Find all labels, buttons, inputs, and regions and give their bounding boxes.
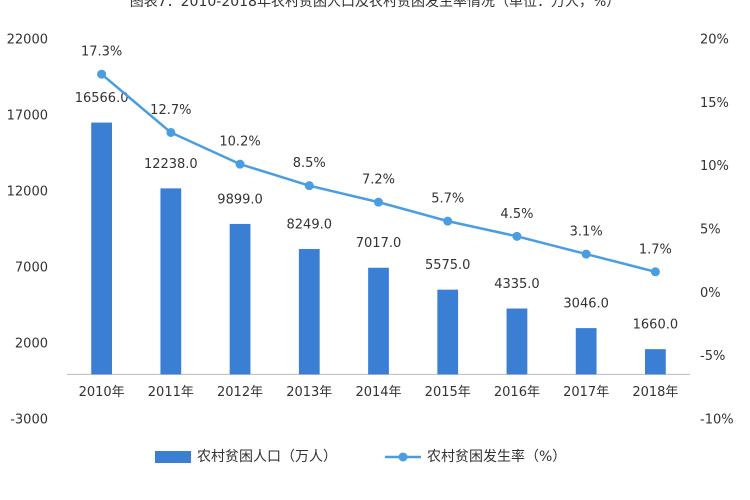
x-tick-label: 2015年 <box>425 385 471 400</box>
line-point <box>97 69 107 79</box>
bar <box>645 349 666 375</box>
y-tick-label: 17000 <box>7 109 48 124</box>
bar-value-label: 9899.0 <box>217 192 263 207</box>
y-tick-label: -3000 <box>10 413 48 428</box>
line-point <box>374 197 383 207</box>
line-point <box>512 231 522 241</box>
legend-swatch <box>398 452 408 462</box>
legend-swatch <box>155 451 191 463</box>
bar <box>298 249 320 375</box>
y2-tick-label: 20% <box>700 33 729 48</box>
bar <box>91 122 112 375</box>
y2-tick-label: 15% <box>700 96 729 111</box>
x-tick-label: 2010年 <box>79 385 125 400</box>
x-tick-label: 2012年 <box>217 385 263 400</box>
y2-tick-label: 10% <box>700 159 729 174</box>
y2-tick-label: 5% <box>700 223 721 238</box>
bar <box>160 188 182 375</box>
line-value-label: 17.3% <box>81 45 122 60</box>
x-tick-label: 2016年 <box>494 385 540 400</box>
x-tick-label: 2018年 <box>632 385 678 400</box>
y-tick-label: 22000 <box>7 33 48 48</box>
line-point <box>443 216 453 226</box>
y2-tick-label: -10% <box>700 413 734 428</box>
line-point <box>650 267 660 277</box>
line-point <box>304 181 314 191</box>
bar <box>575 328 597 375</box>
bar-value-label: 7017.0 <box>356 236 402 251</box>
bar <box>506 308 528 375</box>
bar-value-label: 1660.0 <box>633 318 679 333</box>
x-tick-label: 2014年 <box>355 385 401 400</box>
line-point <box>166 127 176 137</box>
bar-value-label: 5575.0 <box>425 258 471 273</box>
bar-value-label: 16566.0 <box>75 91 129 106</box>
x-tick-label: 2011年 <box>148 385 194 400</box>
bar <box>437 289 459 375</box>
bar-value-label: 4335.0 <box>494 277 540 292</box>
bar <box>229 223 251 375</box>
chart-title: 图表7：2010-2018年农村贫困人口及农村贫困发生率情况（单位：万人，%） <box>130 0 621 10</box>
y-tick-label: 7000 <box>15 261 48 276</box>
line-value-label: 3.1% <box>570 225 603 240</box>
legend-label: 农村贫困人口（万人） <box>197 449 337 465</box>
line-value-label: 7.2% <box>362 173 395 188</box>
line-value-label: 12.7% <box>150 103 191 118</box>
y2-tick-label: 0% <box>700 286 721 301</box>
bar-value-label: 8249.0 <box>287 218 333 233</box>
y-tick-label: 12000 <box>7 185 48 200</box>
x-tick-label: 2017年 <box>563 385 609 400</box>
y2-tick-label: -5% <box>700 349 725 364</box>
line-value-label: 8.5% <box>293 156 326 171</box>
line-value-label: 10.2% <box>219 135 260 150</box>
line-value-label: 5.7% <box>431 192 464 207</box>
bar-value-label: 3046.0 <box>563 297 609 312</box>
line-value-label: 4.5% <box>500 207 533 222</box>
line-point <box>581 249 591 259</box>
bar <box>368 267 389 375</box>
line-point <box>235 159 245 169</box>
bar-value-label: 12238.0 <box>144 157 198 172</box>
line-value-label: 1.7% <box>639 242 672 257</box>
legend-label: 农村贫困发生率（%） <box>427 448 566 465</box>
y-tick-label: 2000 <box>15 337 48 352</box>
x-tick-label: 2013年 <box>286 385 332 400</box>
